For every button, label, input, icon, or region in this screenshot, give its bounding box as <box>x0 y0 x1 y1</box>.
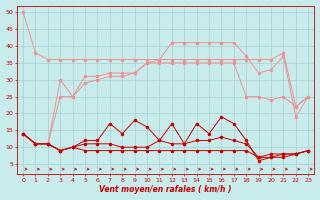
X-axis label: Vent moyen/en rafales ( km/h ): Vent moyen/en rafales ( km/h ) <box>100 185 232 194</box>
